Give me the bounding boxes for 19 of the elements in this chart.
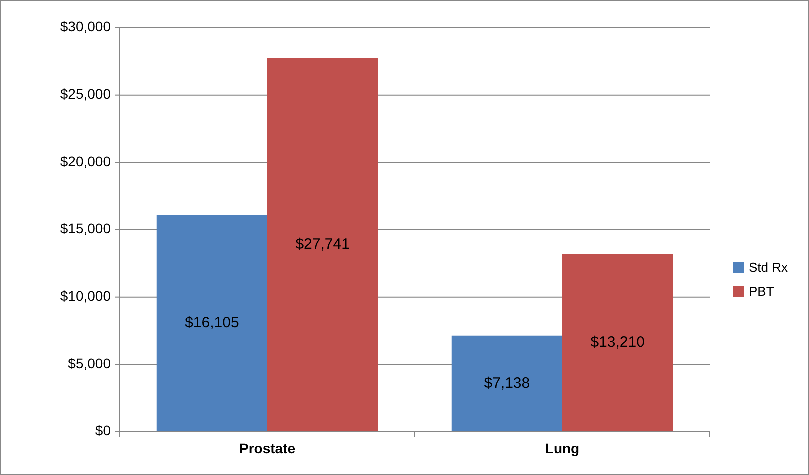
- x-tick-label: Lung: [545, 440, 580, 457]
- y-tick-label: $20,000: [60, 153, 112, 170]
- x-tick-label: Prostate: [239, 440, 296, 457]
- legend-label: PBT: [749, 284, 774, 299]
- bar: [156, 215, 268, 432]
- y-tick-label: $0: [95, 422, 112, 439]
- data-label: $13,210: [590, 334, 645, 352]
- y-tick-label: $5,000: [68, 355, 112, 372]
- bar: [452, 336, 562, 432]
- y-tick-label: $25,000: [60, 86, 112, 102]
- bar: [268, 58, 378, 432]
- y-tick-label: $30,000: [60, 18, 112, 35]
- data-label: $7,138: [484, 374, 530, 392]
- legend-label: Std Rx: [749, 260, 789, 275]
- data-label: $16,105: [185, 314, 240, 332]
- data-label: $27,741: [296, 236, 350, 254]
- y-tick-label: $15,000: [60, 220, 112, 237]
- y-tick-label: $10,000: [60, 288, 112, 304]
- bar: [562, 254, 674, 432]
